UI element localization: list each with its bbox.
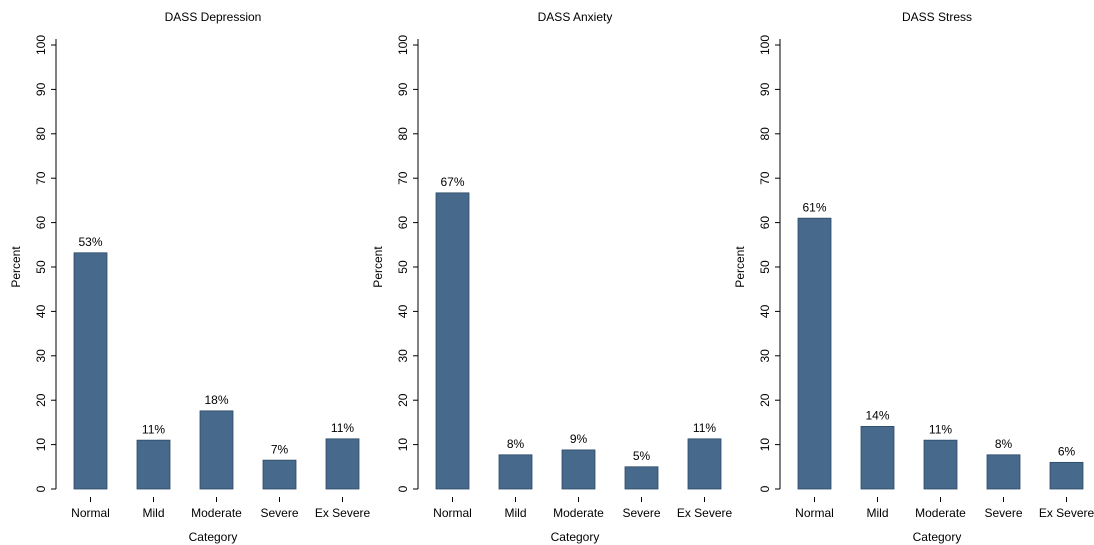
y-tick-label: 40: [34, 304, 48, 318]
x-tick-label: Ex Severe: [1039, 506, 1094, 520]
y-tick-label: 30: [396, 349, 410, 363]
y-tick-label: 20: [396, 393, 410, 407]
y-tick-label: 90: [396, 82, 410, 96]
value-label: 6%: [1058, 445, 1076, 459]
bar: [199, 410, 234, 490]
x-tick-label: Normal: [795, 506, 834, 520]
value-label: 8%: [507, 437, 525, 451]
y-tick-label: 90: [34, 82, 48, 96]
value-label: 53%: [78, 235, 102, 249]
y-axis-label: Percent: [371, 246, 385, 288]
bar: [262, 459, 297, 490]
x-axis-label: Category: [913, 530, 962, 544]
value-label: 8%: [995, 437, 1013, 451]
y-tick-label: 30: [758, 349, 772, 363]
value-label: 14%: [865, 409, 889, 423]
x-tick-label: Moderate: [553, 506, 604, 520]
bar: [687, 438, 722, 490]
y-axis-label: Percent: [733, 246, 747, 288]
y-tick-label: 50: [396, 260, 410, 274]
x-tick-label: Ex Severe: [315, 506, 371, 520]
bar: [498, 454, 533, 490]
chart-title: DASS Depression: [165, 10, 262, 24]
chart-title: DASS Stress: [902, 10, 972, 24]
x-tick-label: Normal: [433, 506, 472, 520]
x-tick-label: Severe: [984, 506, 1022, 520]
value-label: 67%: [440, 175, 464, 189]
y-tick-label: 60: [758, 216, 772, 230]
y-tick-label: 100: [396, 35, 410, 55]
x-tick-label: Normal: [71, 506, 110, 520]
value-label: 11%: [929, 422, 952, 436]
y-tick-label: 70: [34, 171, 48, 185]
bar: [1049, 461, 1084, 490]
bar: [986, 454, 1021, 490]
value-label: 9%: [570, 432, 588, 446]
y-tick-label: 80: [34, 127, 48, 141]
y-tick-label: 40: [758, 304, 772, 318]
y-tick-label: 70: [396, 171, 410, 185]
y-tick-label: 50: [34, 260, 48, 274]
x-tick-label: Severe: [260, 506, 298, 520]
y-tick-label: 10: [396, 438, 410, 452]
bar: [561, 449, 596, 490]
bar: [325, 438, 360, 490]
y-tick-label: 90: [758, 82, 772, 96]
value-label: 11%: [693, 421, 716, 435]
chart-title: DASS Anxiety: [538, 10, 613, 24]
bar: [624, 466, 659, 490]
value-label: 11%: [331, 421, 354, 435]
y-tick-label: 10: [34, 438, 48, 452]
bar: [797, 217, 832, 490]
x-tick-label: Mild: [866, 506, 888, 520]
y-tick-label: 100: [758, 35, 772, 55]
x-tick-label: Mild: [504, 506, 526, 520]
value-label: 5%: [633, 449, 651, 463]
bar: [923, 439, 958, 490]
y-tick-label: 20: [758, 393, 772, 407]
y-tick-label: 70: [758, 171, 772, 185]
y-tick-label: 60: [34, 216, 48, 230]
y-tick-label: 10: [758, 438, 772, 452]
value-label: 11%: [142, 422, 165, 436]
value-label: 18%: [204, 393, 228, 407]
y-tick-label: 30: [34, 349, 48, 363]
x-tick-label: Moderate: [915, 506, 966, 520]
x-tick-label: Ex Severe: [677, 506, 733, 520]
y-tick-label: 60: [396, 216, 410, 230]
bar: [860, 425, 895, 490]
bar: [136, 439, 171, 490]
y-tick-label: 0: [396, 485, 410, 492]
y-tick-label: 80: [758, 127, 772, 141]
y-tick-label: 50: [758, 260, 772, 274]
y-tick-label: 100: [34, 35, 48, 55]
value-label: 61%: [802, 200, 826, 214]
y-tick-label: 40: [396, 304, 410, 318]
y-tick-label: 80: [396, 127, 410, 141]
x-axis-label: Category: [189, 530, 238, 544]
bar: [73, 252, 108, 490]
y-tick-label: 0: [758, 485, 772, 492]
y-tick-label: 20: [34, 393, 48, 407]
value-label: 7%: [271, 442, 289, 456]
x-tick-label: Severe: [622, 506, 660, 520]
y-tick-label: 0: [34, 485, 48, 492]
x-tick-label: Mild: [142, 506, 164, 520]
bar: [435, 192, 470, 490]
x-tick-label: Moderate: [191, 506, 242, 520]
x-axis-label: Category: [551, 530, 600, 544]
y-axis-label: Percent: [9, 246, 23, 288]
